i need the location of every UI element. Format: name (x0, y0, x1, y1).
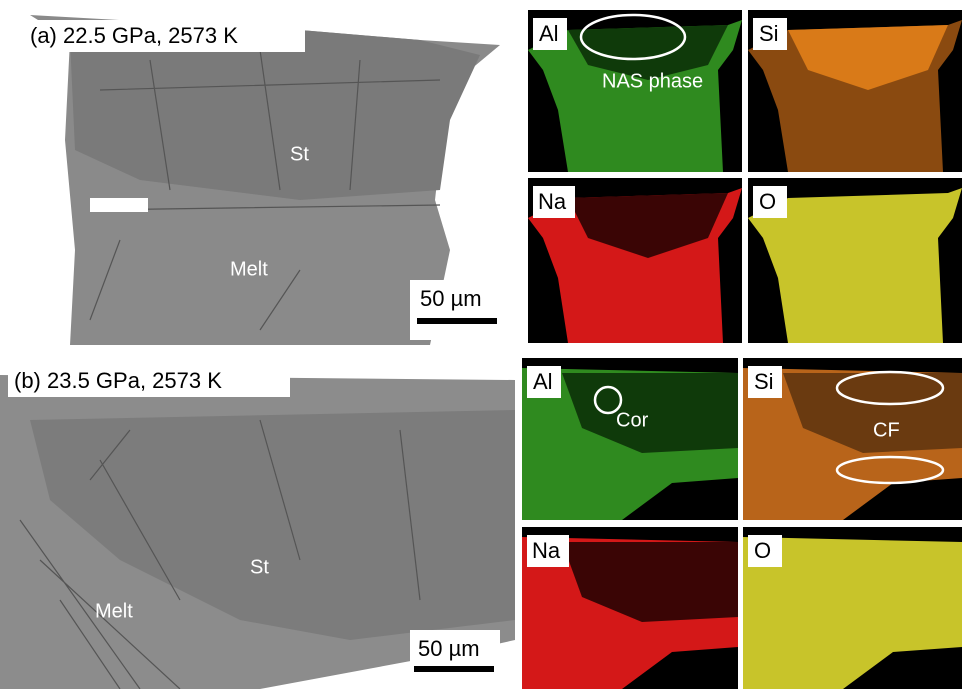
element-label: Al (539, 21, 559, 46)
element-label: Al (533, 369, 553, 394)
map-na-a: Na (528, 178, 742, 343)
scale-bar (414, 666, 494, 672)
element-label: Si (754, 369, 774, 394)
map-al-a: Al NAS phase (528, 10, 742, 172)
map-o-b: O (743, 527, 962, 689)
element-label: O (754, 538, 771, 563)
element-label: Na (532, 538, 561, 563)
map-annotation: Cor (616, 409, 649, 431)
map-o-a: O (748, 178, 962, 343)
element-label: O (759, 189, 776, 214)
element-label: Si (759, 21, 779, 46)
scale-bar-label: 50 µm (420, 286, 482, 311)
phase-label: Melt (230, 258, 268, 280)
bse-image-a: (a) 22.5 GPa, 2573 K St Melt 50 µm (20, 15, 500, 345)
map-si-b: Si CF (743, 358, 962, 520)
map-annotation: NAS phase (602, 70, 703, 92)
phase-label: St (250, 556, 269, 578)
scale-bar (417, 318, 497, 324)
panel-title: (a) 22.5 GPa, 2573 K (30, 23, 238, 48)
figure: (a) 22.5 GPa, 2573 K St Melt 50 µm (b) 2… (0, 0, 965, 689)
phase-label: St (290, 143, 309, 165)
phase-label: Melt (95, 600, 133, 622)
map-na-b: Na (522, 527, 738, 689)
element-label: Na (538, 189, 567, 214)
bse-image-b: (b) 23.5 GPa, 2573 K St Melt 50 µm (0, 355, 515, 689)
panel-title: (b) 23.5 GPa, 2573 K (14, 368, 222, 393)
map-annotation: CF (873, 419, 900, 441)
map-al-b: Al Cor (522, 358, 738, 520)
map-si-a: Si (748, 10, 962, 172)
scale-bar-label: 50 µm (418, 636, 480, 661)
